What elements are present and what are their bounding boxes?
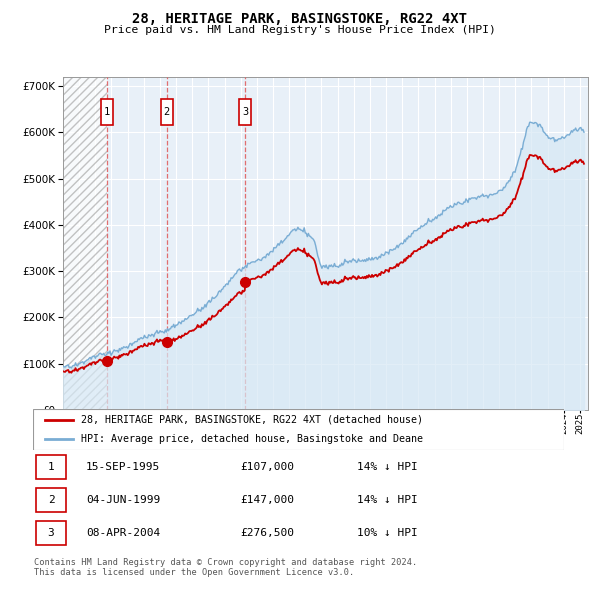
FancyBboxPatch shape [101, 99, 113, 124]
FancyBboxPatch shape [35, 487, 67, 512]
Text: 28, HERITAGE PARK, BASINGSTOKE, RG22 4XT (detached house): 28, HERITAGE PARK, BASINGSTOKE, RG22 4XT… [81, 415, 423, 425]
Text: 04-JUN-1999: 04-JUN-1999 [86, 495, 160, 505]
FancyBboxPatch shape [161, 99, 173, 124]
Text: £147,000: £147,000 [240, 495, 294, 505]
FancyBboxPatch shape [33, 409, 564, 450]
FancyBboxPatch shape [239, 99, 251, 124]
Text: 3: 3 [47, 528, 55, 538]
FancyBboxPatch shape [35, 454, 67, 479]
Text: Price paid vs. HM Land Registry's House Price Index (HPI): Price paid vs. HM Land Registry's House … [104, 25, 496, 35]
Text: £276,500: £276,500 [240, 528, 294, 538]
Text: 1: 1 [104, 107, 110, 117]
Text: 14% ↓ HPI: 14% ↓ HPI [357, 462, 418, 472]
Text: £107,000: £107,000 [240, 462, 294, 472]
Text: HPI: Average price, detached house, Basingstoke and Deane: HPI: Average price, detached house, Basi… [81, 434, 423, 444]
Bar [63, 77, 107, 410]
Text: 10% ↓ HPI: 10% ↓ HPI [357, 528, 418, 538]
Text: 1: 1 [47, 462, 55, 472]
FancyBboxPatch shape [35, 520, 67, 545]
Text: 2: 2 [47, 495, 55, 505]
Text: 08-APR-2004: 08-APR-2004 [86, 528, 160, 538]
Text: 2: 2 [164, 107, 170, 117]
Text: 28, HERITAGE PARK, BASINGSTOKE, RG22 4XT: 28, HERITAGE PARK, BASINGSTOKE, RG22 4XT [133, 12, 467, 26]
Text: 3: 3 [242, 107, 248, 117]
Text: Contains HM Land Registry data © Crown copyright and database right 2024.
This d: Contains HM Land Registry data © Crown c… [34, 558, 418, 577]
Text: 14% ↓ HPI: 14% ↓ HPI [357, 495, 418, 505]
Text: 15-SEP-1995: 15-SEP-1995 [86, 462, 160, 472]
